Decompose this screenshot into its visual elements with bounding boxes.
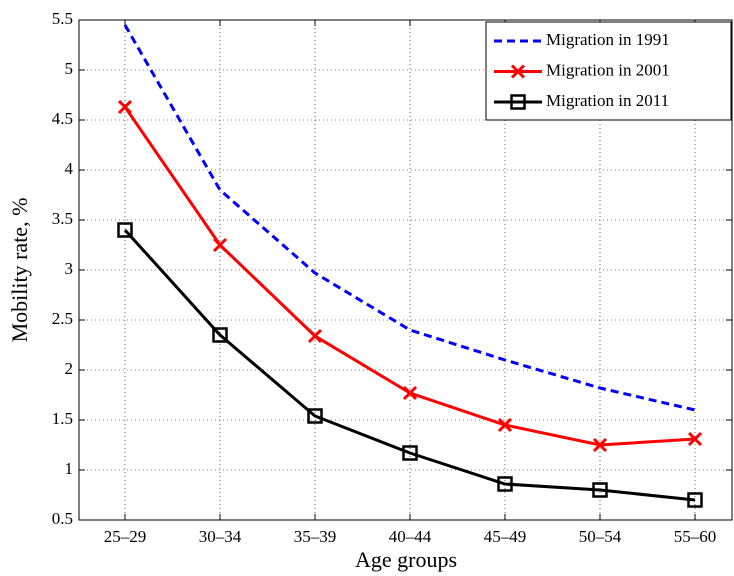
- y-tick-label: 3: [65, 259, 74, 278]
- legend-label: Migration in 1991: [546, 30, 670, 49]
- marker: [687, 431, 703, 447]
- y-tick-label: 2: [65, 359, 74, 378]
- marker-square: [592, 482, 608, 498]
- marker-x: [687, 431, 703, 447]
- y-tick-label: 5: [65, 59, 74, 78]
- legend-label: Migration in 2001: [546, 60, 670, 79]
- marker: [307, 328, 323, 344]
- y-axis-title: Mobility rate, %: [7, 198, 32, 343]
- y-tick-label: 4: [65, 159, 74, 178]
- x-tick-label: 45–49: [484, 527, 527, 546]
- marker-square: [307, 408, 323, 424]
- x-tick-label: 40–44: [389, 527, 432, 546]
- y-tick-label: 1.5: [52, 409, 73, 428]
- marker-x: [510, 64, 526, 79]
- y-tick-label: 5.5: [52, 9, 73, 28]
- marker: [212, 237, 228, 253]
- x-tick-label: 30–34: [199, 527, 242, 546]
- marker-square: [117, 222, 133, 238]
- marker-x: [497, 417, 513, 433]
- x-axis-title: Age groups: [355, 547, 457, 572]
- marker: [402, 385, 418, 401]
- marker-square: [510, 94, 526, 110]
- legend-label: Migration in 2011: [546, 91, 669, 110]
- marker-x: [307, 328, 323, 344]
- marker-x: [592, 437, 608, 453]
- y-tick-label: 4.5: [52, 109, 73, 128]
- series-line: [123, 24, 696, 412]
- x-tick-label: 35–39: [294, 527, 337, 546]
- marker: [592, 437, 608, 453]
- plot-frame: [78, 19, 733, 521]
- y-tick-label: 3.5: [52, 209, 73, 228]
- x-tick-label: 55–60: [674, 527, 717, 546]
- marker-x: [402, 385, 418, 401]
- x-tick-label: 25–29: [104, 527, 147, 546]
- marker: [497, 417, 513, 433]
- series-line: [123, 228, 696, 502]
- marker-square: [402, 445, 418, 461]
- marker: [117, 99, 133, 115]
- x-tick-label: 50–54: [579, 527, 622, 546]
- marker-square: [687, 492, 703, 508]
- marker: [510, 64, 526, 79]
- marker-x: [212, 237, 228, 253]
- y-tick-label: 1: [65, 459, 74, 478]
- marker-square: [497, 476, 513, 492]
- marker-x: [117, 99, 133, 115]
- y-tick-label: 0.5: [52, 509, 73, 528]
- y-tick-label: 2.5: [52, 309, 73, 328]
- marker-square: [212, 327, 228, 343]
